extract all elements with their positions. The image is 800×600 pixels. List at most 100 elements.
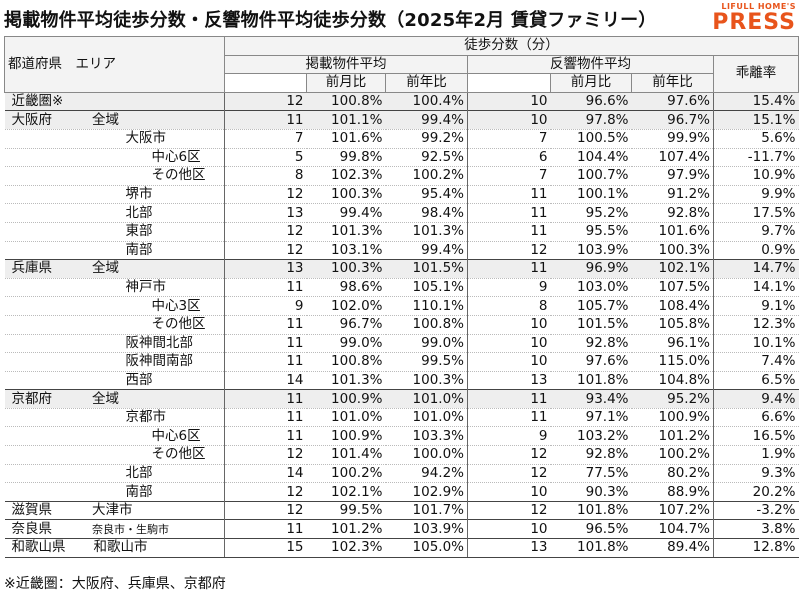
listed-minutes-cell: 12 — [224, 91, 307, 112]
response-mom-cell: 97.6% — [550, 352, 632, 372]
response-yoy-cell: 95.2% — [631, 389, 714, 409]
response-minutes-cell: 12 — [467, 241, 551, 261]
divergence-cell: 7.4% — [713, 352, 799, 372]
divergence-cell: 5.6% — [713, 129, 799, 149]
listed-minutes-cell: 13 — [224, 259, 307, 279]
divergence-cell: 9.9% — [713, 185, 799, 205]
listed-yoy-cell: 102.9% — [385, 482, 468, 502]
table-row: 中心3区 9 102.0% 110.1% 8 105.7% 108.4% 9.1% — [4, 296, 799, 316]
listed-minutes-cell: 11 — [224, 352, 307, 372]
listed-mom-cell: 100.9% — [306, 389, 386, 409]
area-label: 東部 — [125, 223, 153, 240]
listed-minutes-cell: 11 — [224, 278, 307, 298]
listed-mom-cell: 102.0% — [306, 296, 386, 316]
listed-mom-cell: 99.5% — [306, 500, 386, 521]
table-row: 京都市 11 101.0% 101.0% 11 97.1% 100.9% 6.6% — [4, 408, 799, 428]
response-mom-cell: 77.5% — [550, 464, 632, 484]
table-row: 滋賀県 大津市 12 99.5% 101.7% 12 101.8% 107.2% -3.2% — [4, 500, 799, 521]
table-row: 和歌山県 和歌山市 15 102.3% 105.0% 13 101.8% 89.4% 12.8% — [4, 538, 799, 558]
region-header: 都道府県 エリア — [4, 36, 225, 93]
listed-yoy-cell: 100.2% — [385, 166, 468, 186]
response-mom-cell: 105.7% — [550, 296, 632, 316]
region-cell: その他区 — [4, 166, 225, 186]
table-row: 阪神間南部 11 100.8% 99.5% 10 97.6% 115.0% 7.4% — [4, 352, 799, 372]
listed-minutes-cell: 9 — [224, 296, 307, 316]
table-row: その他区 12 101.4% 100.0% 12 92.8% 100.2% 1.9% — [4, 445, 799, 465]
response-minutes-cell: 7 — [467, 129, 551, 149]
area-label: その他区 — [151, 167, 206, 184]
response-yoy-cell: 97.6% — [631, 91, 714, 112]
table-row: 北部 14 100.2% 94.2% 12 77.5% 80.2% 9.3% — [4, 464, 799, 484]
listed-yoy-cell: 101.7% — [385, 500, 468, 521]
listed-minutes-cell: 15 — [224, 538, 307, 558]
divergence-cell: 9.7% — [713, 222, 799, 242]
listed-yoy-cell: 101.3% — [385, 222, 468, 242]
listed-minutes-cell: 12 — [224, 222, 307, 242]
listed-mom-cell: 101.0% — [306, 408, 386, 428]
table-row: 大阪市 7 101.6% 99.2% 7 100.5% 99.9% 5.6% — [4, 129, 799, 149]
area-label: 大津市 — [92, 502, 133, 519]
header-row-2: 掲載物件平均 反響物件平均 乖離率 — [5, 54, 799, 93]
response-minutes-cell: 12 — [467, 464, 551, 484]
listed-minutes-cell: 8 — [224, 166, 307, 186]
response-minutes-cell: 10 — [467, 334, 551, 354]
response-yoy-cell: 101.2% — [631, 426, 714, 447]
region-cell: その他区 — [4, 315, 225, 335]
listed-yoy-cell: 101.5% — [385, 259, 468, 279]
listed-yoy-cell: 101.0% — [385, 408, 468, 428]
table-row: その他区 11 96.7% 100.8% 10 101.5% 105.8% 12.3% — [4, 315, 799, 335]
response-mom-cell: 95.2% — [550, 203, 632, 223]
listed-yoy-cell: 101.0% — [385, 389, 468, 409]
divergence-cell: 10.1% — [713, 334, 799, 354]
region-cell: 京都府 全域 — [4, 389, 225, 409]
listed-mom-cell: 98.6% — [306, 278, 386, 298]
listed-mom-cell: 101.6% — [306, 129, 386, 149]
listed-mom-cell: 100.3% — [306, 259, 386, 279]
response-minutes-cell: 12 — [467, 500, 551, 521]
divergence-cell: 16.5% — [713, 426, 799, 447]
divergence-cell: 6.5% — [713, 371, 799, 391]
region-cell: 北部 — [4, 464, 225, 484]
listed-mom-cell: 101.2% — [306, 519, 386, 540]
response-yoy-cell: 99.9% — [631, 129, 714, 149]
listed-minutes-cell: 12 — [224, 445, 307, 465]
logo-top-text: LIFULL HOME'S — [721, 2, 796, 11]
listed-minutes-cell: 13 — [224, 203, 307, 223]
response-minutes-cell: 9 — [467, 426, 551, 447]
response-mom-cell: 101.5% — [550, 315, 632, 335]
prefecture-label: 滋賀県 — [11, 502, 53, 519]
listed-mom-cell: 100.9% — [306, 426, 386, 447]
region-cell: 阪神間北部 — [4, 334, 225, 354]
listed-minutes-cell: 5 — [224, 148, 307, 168]
response-yoy-header: 前年比 — [631, 73, 714, 93]
response-mom-cell: 101.8% — [550, 538, 632, 558]
listed-minutes-cell: 12 — [224, 482, 307, 502]
listed-mom-cell: 101.4% — [306, 445, 386, 465]
response-mom-cell: 101.8% — [550, 500, 632, 521]
title-bar: 掲載物件平均徒歩分数・反響物件平均徒歩分数（2025年2月 賃貸ファミリー） L… — [0, 0, 800, 36]
prefecture-label: 兵庫県 — [11, 260, 53, 277]
response-yoy-cell: 102.1% — [631, 259, 714, 279]
divergence-cell: 14.1% — [713, 278, 799, 298]
response-yoy-cell: 97.9% — [631, 166, 714, 186]
divergence-cell: -11.7% — [713, 148, 799, 168]
response-mom-cell: 96.5% — [550, 519, 632, 540]
table-row: 奈良県 奈良市・生駒市 11 101.2% 103.9% 10 96.5% 104.7% 3.8… — [4, 519, 799, 540]
region-cell: 東部 — [4, 222, 225, 242]
listed-minutes-cell: 11 — [224, 110, 307, 130]
listed-yoy-cell: 94.2% — [385, 464, 468, 484]
logo-bottom-text: PRESS — [712, 10, 796, 35]
response-yoy-cell: 89.4% — [631, 538, 714, 558]
response-minutes-cell: 11 — [467, 389, 551, 409]
divergence-cell: -3.2% — [713, 500, 799, 521]
listed-mom-cell: 100.2% — [306, 464, 386, 484]
divergence-cell: 12.3% — [713, 315, 799, 335]
listed-mom-cell: 99.8% — [306, 148, 386, 168]
listed-yoy-cell: 100.3% — [385, 371, 468, 391]
response-minutes-cell: 10 — [467, 352, 551, 372]
table-row: 神戸市 11 98.6% 105.1% 9 103.0% 107.5% 14.1% — [4, 278, 799, 298]
area-label: 中心3区 — [151, 297, 201, 314]
region-cell: 大阪市 — [4, 129, 225, 149]
response-minutes-cell: 11 — [467, 259, 551, 279]
area-label: その他区 — [151, 446, 206, 463]
